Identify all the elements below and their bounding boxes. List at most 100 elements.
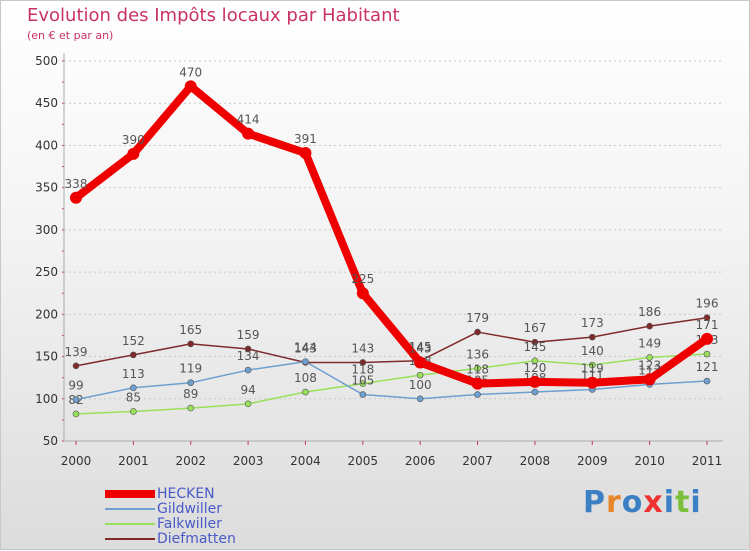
point-hecken-2010: [643, 373, 656, 386]
y-tick-label-500: 500: [35, 54, 58, 68]
point-hecken-2001: [127, 147, 140, 160]
chart-title: Evolution des Impôts locaux par Habitant: [27, 5, 400, 26]
data-label-gildwiller-2004: 144: [294, 341, 317, 355]
point-diefmatten-2002: [187, 340, 195, 348]
data-label-falkwiller-2001: 85: [126, 390, 141, 404]
data-label-diefmatten-2000: 139: [65, 345, 88, 359]
x-tick-label-2002: 2002: [175, 454, 206, 468]
logo-letter: x: [643, 485, 664, 520]
point-gildwiller-2011: [703, 377, 711, 385]
data-label-hecken-2001: 390: [122, 133, 145, 147]
point-diefmatten-2007: [474, 328, 481, 336]
logo-letter: i: [690, 485, 702, 520]
data-label-diefmatten-2008: 167: [523, 321, 546, 335]
y-tick-label-100: 100: [35, 392, 58, 406]
legend-item-hecken: HECKEN: [105, 485, 215, 502]
point-falkwiller-2008: [531, 357, 539, 365]
data-label-hecken-2010: 123: [638, 358, 661, 372]
data-label-falkwiller-2004: 108: [294, 371, 317, 385]
point-gildwiller-2006: [416, 395, 424, 403]
x-tick-label-2009: 2009: [577, 454, 608, 468]
point-hecken-2008: [528, 375, 541, 388]
point-gildwiller-2000: [72, 396, 80, 403]
data-label-hecken-2002: 470: [179, 65, 202, 79]
x-tick-label-2008: 2008: [520, 454, 551, 468]
point-falkwiller-2011: [703, 350, 711, 358]
point-gildwiller-2008: [531, 388, 539, 396]
data-label-falkwiller-2005: 118: [351, 363, 374, 377]
point-gildwiller-2003: [244, 366, 252, 374]
point-diefmatten-2001: [130, 351, 137, 359]
legend-swatch-falkwiller: [105, 522, 155, 525]
point-diefmatten-2005: [359, 359, 367, 366]
logo-letter: i: [663, 485, 676, 520]
point-diefmatten-2011: [703, 314, 711, 322]
data-label-falkwiller-2002: 89: [183, 387, 198, 401]
legend-swatch-hecken: [105, 489, 155, 498]
logo-letter: r: [606, 485, 622, 520]
chart-subtitle: (en € et par an): [27, 29, 114, 42]
series-line-diefmatten: [75, 316, 708, 367]
data-label-hecken-2006: 143: [409, 341, 432, 355]
legend-label-falkwiller: Falkwiller: [157, 515, 222, 532]
legend-item-falkwiller: Falkwiller: [105, 515, 222, 532]
data-label-falkwiller-2010: 149: [638, 336, 661, 350]
logo-letter: o: [621, 485, 644, 520]
point-diefmatten-2010: [646, 322, 653, 330]
point-falkwiller-2006: [416, 371, 424, 379]
data-label-hecken-2000: 338: [65, 177, 88, 191]
point-gildwiller-2004: [302, 358, 309, 365]
y-tick-label-250: 250: [35, 265, 58, 279]
point-falkwiller-2004: [302, 388, 309, 396]
data-label-hecken-2011: 171: [696, 318, 719, 332]
point-falkwiller-2000: [72, 410, 80, 418]
legend-swatch-gildwiller: [105, 507, 155, 510]
point-hecken-2003: [242, 127, 255, 140]
data-label-gildwiller-2011: 121: [696, 360, 719, 374]
point-falkwiller-2010: [646, 354, 653, 361]
legend-item-diefmatten: Diefmatten: [105, 531, 236, 547]
data-label-gildwiller-2005: 105: [351, 374, 374, 388]
point-diefmatten-2008: [531, 338, 539, 346]
y-tick-label-450: 450: [35, 96, 58, 110]
data-label-hecken-2005: 225: [351, 272, 374, 286]
y-tick-label-50: 50: [43, 434, 58, 448]
data-label-hecken-2008: 120: [523, 361, 546, 375]
point-falkwiller-2002: [187, 404, 195, 412]
proxiti-logo: Proxiti: [583, 485, 702, 520]
x-tick-label-2005: 2005: [348, 454, 379, 468]
legend-item-gildwiller: Gildwiller: [105, 500, 223, 517]
data-label-falkwiller-2003: 94: [240, 383, 255, 397]
point-gildwiller-2007: [474, 391, 481, 398]
legend-label-gildwiller: Gildwiller: [157, 500, 223, 517]
data-label-falkwiller-2009: 140: [581, 344, 604, 358]
point-hecken-2011: [701, 332, 713, 345]
x-tick-label-2003: 2003: [233, 454, 264, 468]
series-line-falkwiller: [75, 353, 708, 415]
data-label-diefmatten-2010: 186: [638, 305, 661, 319]
data-label-falkwiller-2007: 136: [466, 347, 489, 361]
data-label-falkwiller-2008: 145: [523, 340, 546, 354]
data-label-hecken-2003: 414: [237, 113, 260, 127]
x-tick-label-2010: 2010: [634, 454, 665, 468]
point-falkwiller-2003: [244, 400, 252, 408]
point-falkwiller-2005: [359, 380, 367, 387]
y-tick-label-350: 350: [35, 181, 58, 195]
point-gildwiller-2005: [359, 391, 367, 398]
y-tick-label-400: 400: [35, 138, 58, 152]
point-hecken-2009: [586, 376, 599, 389]
series-line-hecken: [72, 82, 711, 388]
point-hecken-2006: [414, 356, 427, 369]
y-tick-label-150: 150: [35, 350, 58, 364]
legend-label-hecken: HECKEN: [157, 485, 215, 502]
point-falkwiller-2001: [130, 408, 137, 415]
data-label-diefmatten-2002: 165: [179, 323, 202, 337]
point-diefmatten-2003: [244, 345, 252, 353]
data-label-diefmatten-2001: 152: [122, 334, 145, 348]
data-label-gildwiller-2002: 119: [179, 362, 202, 376]
point-falkwiller-2009: [588, 361, 596, 369]
data-label-diefmatten-2011: 196: [696, 297, 719, 311]
data-label-diefmatten-2003: 159: [237, 328, 260, 342]
point-hecken-2005: [356, 287, 369, 300]
